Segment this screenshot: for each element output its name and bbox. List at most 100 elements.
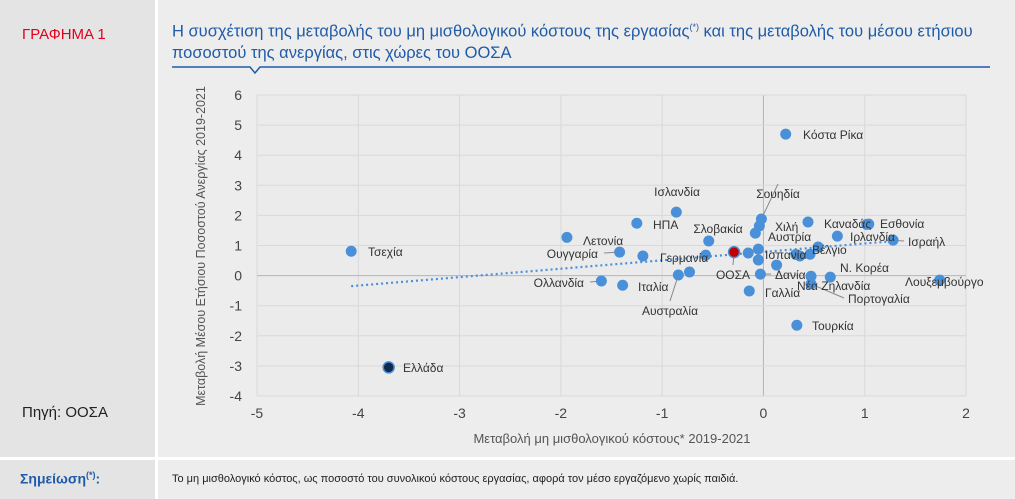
data-point — [703, 235, 715, 247]
point-label: Αυστρία — [768, 230, 811, 244]
trend-line — [351, 239, 896, 288]
point-label: Λουξεμβούργο — [905, 275, 984, 289]
y-tick-label: -3 — [230, 358, 243, 374]
point-label: Ισραήλ — [908, 235, 945, 249]
y-tick-label: 3 — [234, 177, 242, 193]
y-tick-label: -1 — [230, 298, 243, 314]
label-leader-line — [760, 183, 779, 220]
data-point — [771, 259, 783, 271]
point-label: Τουρκία — [812, 319, 854, 333]
figure-label: ΓΡΑΦΗΜΑ 1 — [22, 26, 106, 43]
note-colon: : — [95, 470, 101, 487]
point-label: Ισπανία — [765, 248, 806, 262]
point-label: Καναδάς — [824, 217, 871, 231]
data-point — [824, 271, 836, 283]
point-label: Κόστα Ρίκα — [803, 128, 863, 142]
chart-title: Η συσχέτιση της μεταβολής του μη μισθολο… — [172, 17, 1002, 64]
y-tick-label: 1 — [234, 238, 242, 254]
point-label: Νέα Ζηλανδία — [797, 279, 870, 293]
data-point — [742, 247, 754, 259]
point-label: Ισλανδία — [654, 185, 700, 199]
data-point — [637, 250, 649, 262]
point-label: Ολλανδία — [534, 276, 584, 290]
y-tick-label: 5 — [234, 117, 242, 133]
x-tick-label: -3 — [453, 405, 466, 421]
point-label: Ν. Κορέα — [840, 261, 889, 275]
note-text-panel — [158, 460, 1015, 499]
x-tick-label: 1 — [861, 405, 869, 421]
note-text: Το μη μισθολογικό κόστος, ως ποσοστό του… — [172, 473, 739, 485]
data-point — [791, 319, 803, 331]
data-point — [382, 361, 395, 374]
point-label: Ιταλία — [638, 280, 669, 294]
y-tick-label: -2 — [230, 328, 243, 344]
data-point — [934, 274, 946, 286]
title-text-1: Η συσχέτιση της μεταβολής του μη μισθολο… — [172, 22, 690, 41]
point-label: Γερμανία — [660, 251, 708, 265]
data-point — [595, 275, 607, 287]
data-point — [561, 231, 573, 243]
point-label: Σουηδία — [756, 187, 800, 201]
label-leader-line — [810, 283, 845, 299]
data-point — [700, 249, 712, 261]
x-tick-label: -1 — [656, 405, 669, 421]
x-tick-label: -5 — [251, 405, 264, 421]
title-text-2: και της μεταβολής του μέσου ετήσιου ποσο… — [172, 22, 973, 62]
point-label: ΗΠΑ — [653, 218, 678, 232]
note-label-text: Σημείωση — [20, 470, 87, 487]
point-label: Πορτογαλία — [848, 292, 910, 306]
x-tick-label: 0 — [760, 405, 768, 421]
y-tick-label: 2 — [234, 207, 242, 223]
data-point — [804, 248, 816, 260]
data-point — [754, 268, 766, 280]
data-point — [749, 227, 761, 239]
point-label: Εσθονία — [880, 217, 924, 231]
data-point — [780, 128, 792, 140]
data-point — [345, 245, 357, 257]
data-point — [863, 218, 875, 230]
left-panel — [0, 0, 155, 457]
data-point — [614, 246, 626, 258]
point-label: Τσεχία — [368, 245, 403, 259]
x-tick-label: -4 — [352, 405, 365, 421]
data-point — [805, 270, 817, 282]
source-label: Πηγή: ΟΟΣΑ — [22, 404, 108, 421]
data-point — [752, 254, 764, 266]
data-point — [683, 266, 695, 278]
data-point — [743, 285, 755, 297]
title-underline — [172, 66, 990, 75]
point-label: Ιρλανδία — [850, 230, 895, 244]
data-point — [752, 243, 764, 255]
point-label: Γαλλία — [765, 286, 800, 300]
data-point — [812, 241, 824, 253]
note-label: Σημείωση(*): — [20, 470, 100, 487]
y-axis-label: Μεταβολή Μέσου Ετήσιου Ποσοστού Ανεργίας… — [194, 86, 208, 406]
y-tick-label: 6 — [234, 87, 242, 103]
data-point — [670, 206, 682, 218]
point-label: Δανία — [775, 268, 806, 282]
x-tick-label: 2 — [962, 405, 970, 421]
y-tick-label: -4 — [230, 388, 243, 404]
point-label: Αυστραλία — [642, 304, 698, 318]
y-tick-label: 0 — [234, 268, 242, 284]
note-footnote-mark: (*) — [86, 470, 96, 480]
data-point — [617, 279, 629, 291]
title-footnote-mark: (*) — [689, 22, 699, 32]
data-point — [672, 269, 684, 281]
point-label: Χιλή — [775, 220, 798, 234]
data-point — [805, 278, 817, 290]
point-label: Σλοβακία — [693, 222, 742, 236]
point-label: ΟΟΣΑ — [716, 268, 750, 282]
note-label-panel — [0, 460, 155, 499]
data-point — [631, 217, 643, 229]
data-point — [887, 234, 899, 246]
point-label: Λετονία — [583, 234, 623, 248]
x-tick-label: -2 — [555, 405, 568, 421]
point-label: Βέλγιο — [812, 243, 847, 257]
point-label: Ουγγαρία — [547, 247, 598, 261]
point-label: Ελλάδα — [403, 361, 443, 375]
x-axis-label: Μεταβολή μη μισθολογικού κόστους* 2019-2… — [473, 431, 750, 446]
data-point — [794, 250, 806, 262]
y-tick-label: 4 — [234, 147, 242, 163]
